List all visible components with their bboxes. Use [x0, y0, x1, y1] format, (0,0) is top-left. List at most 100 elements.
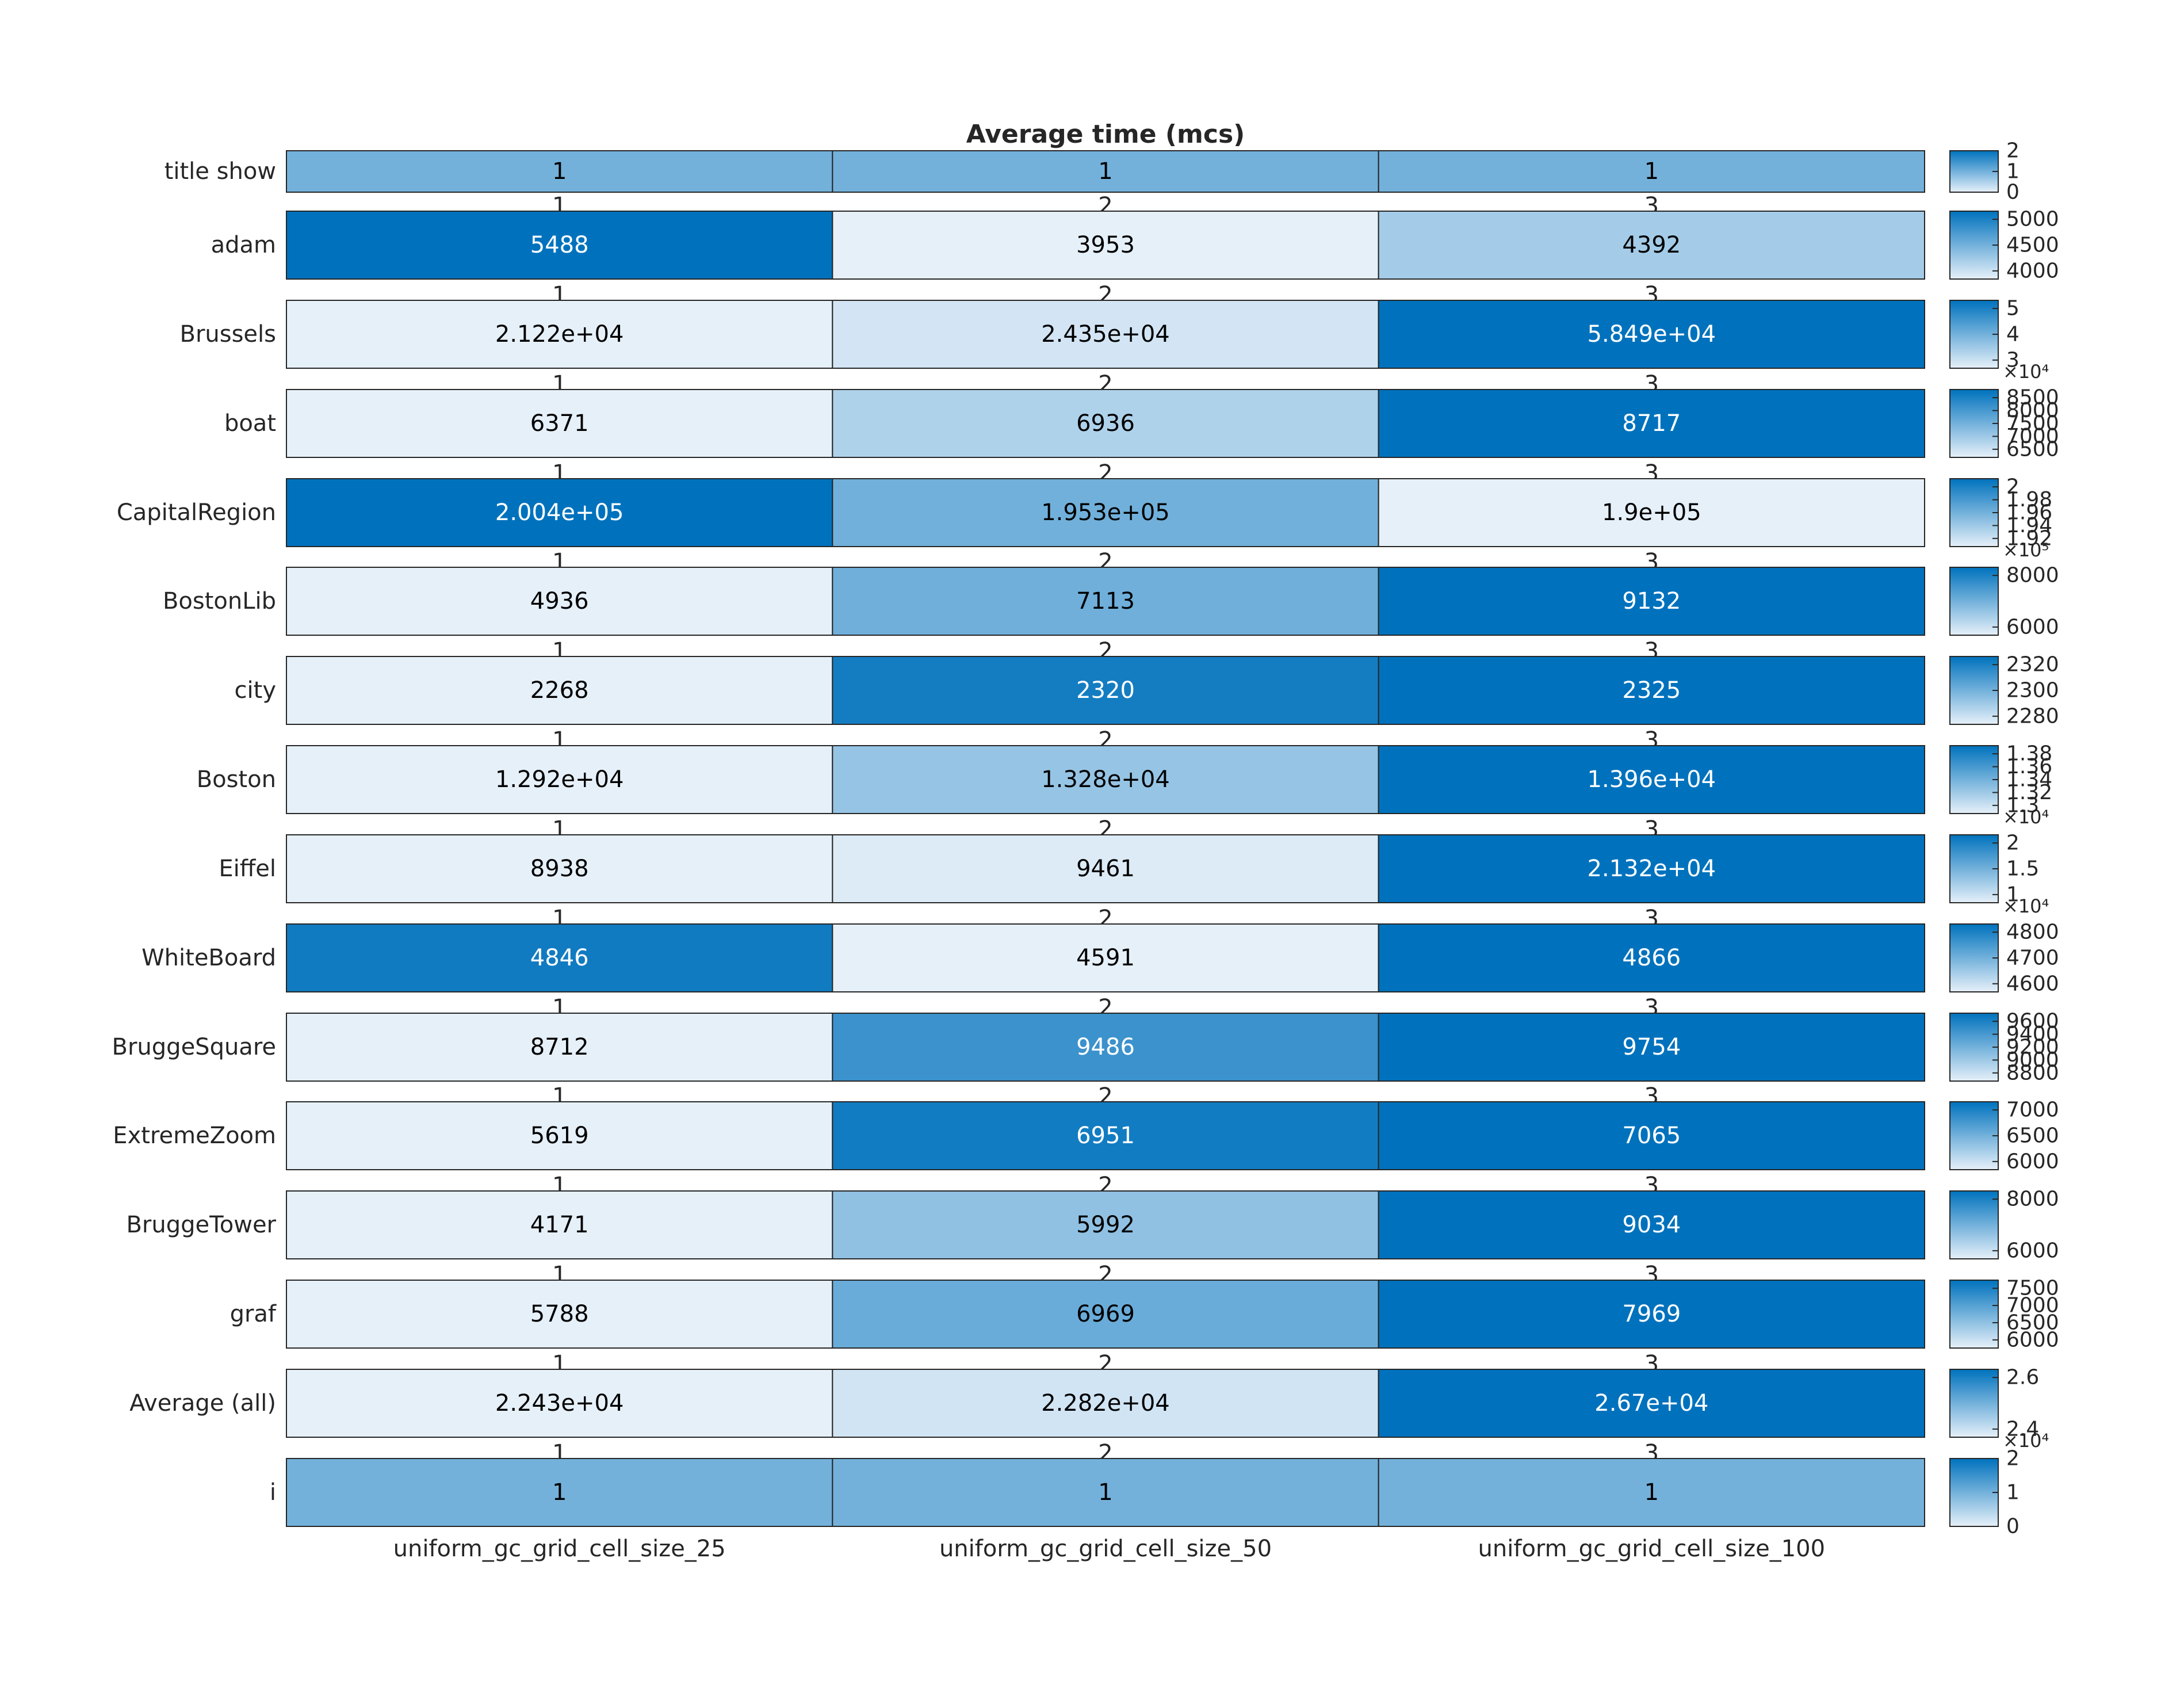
- cell-value-label: 4936: [530, 588, 589, 614]
- colorbar-tick-label: 1.98: [2006, 488, 2052, 511]
- colorbar-tick-label: 4: [2006, 323, 2019, 346]
- colorbar-tick-label: 1.92: [2006, 526, 2052, 550]
- heatmap-cell: [1378, 1280, 1926, 1349]
- heatmap-cell: [1378, 567, 1926, 636]
- heatmap-cell: [832, 567, 1379, 636]
- colorbar-tick-label: 4700: [2006, 946, 2059, 970]
- heatmap-cell: [832, 211, 1379, 280]
- colorbar-tick-label: 6500: [2006, 1311, 2059, 1334]
- heatmap-cell: [286, 150, 833, 193]
- heatmap-cell: [832, 1369, 1379, 1438]
- colorbar-tick-label: 6000: [2006, 1328, 2059, 1351]
- heatmap-cell: [286, 300, 833, 369]
- cell-value-label: 5788: [530, 1301, 589, 1327]
- row-label: adam: [211, 232, 276, 258]
- cell-value-label: 5.849e+04: [1588, 321, 1716, 348]
- colorbar-tick-label: 2300: [2006, 679, 2059, 702]
- cell-value-label: 8938: [530, 856, 589, 882]
- colorbar: [1949, 478, 1999, 547]
- cell-value-label: 3953: [1076, 232, 1135, 258]
- colorbar-exponent-label: ×10⁴: [2003, 806, 2049, 828]
- heatmap-cell: [1378, 1101, 1926, 1170]
- colorbar-tick-label: 7000: [2006, 1098, 2059, 1122]
- colorbar-tick-label: 4500: [2006, 234, 2059, 257]
- heatmap-cell: [1378, 478, 1926, 547]
- cell-value-label: 2320: [1076, 677, 1135, 704]
- column-label: uniform_gc_grid_cell_size_100: [1478, 1536, 1826, 1562]
- colorbar-tick-label: 1.36: [2006, 755, 2052, 778]
- row-label: CapitalRegion: [117, 499, 276, 526]
- cell-value-label: 1.953e+05: [1041, 499, 1170, 526]
- colorbar-tick-label: 6000: [2006, 1150, 2059, 1173]
- colorbar: [1949, 211, 1999, 280]
- colorbar: [1949, 1013, 1999, 1082]
- colorbar: [1949, 923, 1999, 992]
- colorbar-tick-label: 8000: [2006, 399, 2059, 422]
- cell-value-label: 9486: [1076, 1034, 1135, 1060]
- cell-value-label: 1.328e+04: [1041, 766, 1170, 793]
- colorbar-tick-label: 8000: [2006, 564, 2059, 587]
- cell-value-label: 9754: [1622, 1034, 1681, 1060]
- heatmap-cell: [286, 1190, 833, 1259]
- row-label: city: [235, 677, 276, 704]
- cell-value-label: 6969: [1076, 1301, 1135, 1327]
- heatmap-cell: [1378, 1190, 1926, 1259]
- colorbar-tick-label: 1.34: [2006, 768, 2052, 792]
- row-label: WhiteBoard: [141, 945, 276, 971]
- heatmap-cell: [1378, 300, 1926, 369]
- colorbar-tick-label: 1.96: [2006, 501, 2052, 525]
- heatmap-cell: [286, 834, 833, 903]
- cell-value-label: 1: [552, 158, 567, 185]
- heatmap-cell: [286, 656, 833, 725]
- colorbar-exponent-label: ×10⁴: [2003, 361, 2049, 383]
- colorbar: [1949, 1280, 1999, 1349]
- colorbar-tick-label: 9400: [2006, 1022, 2059, 1046]
- colorbar-tick-label: 0: [2006, 181, 2019, 204]
- row-label: Boston: [197, 766, 276, 793]
- cell-value-label: 7065: [1622, 1123, 1681, 1149]
- heatmap-cell: [832, 1458, 1379, 1527]
- colorbar: [1949, 567, 1999, 636]
- colorbar: [1949, 834, 1999, 903]
- colorbar-tick-label: 6000: [2006, 615, 2059, 639]
- heatmap-cell: [832, 656, 1379, 725]
- row-label: Average (all): [129, 1390, 276, 1417]
- colorbar-tick-label: 5: [2006, 297, 2019, 320]
- row-label: ExtremeZoom: [113, 1123, 276, 1149]
- cell-value-label: 5619: [530, 1123, 589, 1149]
- heatmap-cell: [832, 389, 1379, 458]
- heatmap-cell: [832, 923, 1379, 992]
- chart-title: Average time (mcs): [966, 120, 1245, 149]
- heatmap-cell: [1378, 656, 1926, 725]
- row-label: graf: [230, 1301, 277, 1327]
- colorbar: [1949, 1190, 1999, 1259]
- cell-value-label: 1: [1644, 158, 1659, 185]
- cell-value-label: 1: [1098, 1479, 1112, 1506]
- colorbar-tick-label: 4000: [2006, 259, 2059, 282]
- cell-value-label: 4591: [1076, 945, 1135, 971]
- row-label: BruggeTower: [126, 1212, 276, 1238]
- row-label: boat: [224, 410, 276, 437]
- heatmap-cell: [286, 211, 833, 280]
- cell-value-label: 2.243e+04: [495, 1390, 624, 1417]
- colorbar-tick-label: 4800: [2006, 921, 2059, 944]
- cell-value-label: 5488: [530, 232, 589, 258]
- colorbar: [1949, 1369, 1999, 1438]
- colorbar-tick-label: 2: [2006, 139, 2019, 163]
- cell-value-label: 1.396e+04: [1588, 766, 1716, 793]
- heatmap-cell: [1378, 1369, 1926, 1438]
- cell-value-label: 9132: [1622, 588, 1681, 614]
- colorbar-tick-label: 2.4: [2006, 1417, 2039, 1441]
- row-label: BruggeSquare: [112, 1034, 276, 1060]
- heatmap-cell: [1378, 211, 1926, 280]
- cell-value-label: 4866: [1622, 945, 1681, 971]
- cell-value-label: 1: [1644, 1479, 1659, 1506]
- colorbar-tick-label: 2: [2006, 831, 2019, 855]
- colorbar-tick-label: 7000: [2006, 425, 2059, 448]
- colorbar: [1949, 300, 1999, 369]
- colorbar-tick-label: 7000: [2006, 1294, 2059, 1318]
- column-label: uniform_gc_grid_cell_size_50: [939, 1536, 1272, 1562]
- colorbar-tick-label: 1: [2006, 1481, 2019, 1505]
- heatmap-cell: [1378, 1013, 1926, 1082]
